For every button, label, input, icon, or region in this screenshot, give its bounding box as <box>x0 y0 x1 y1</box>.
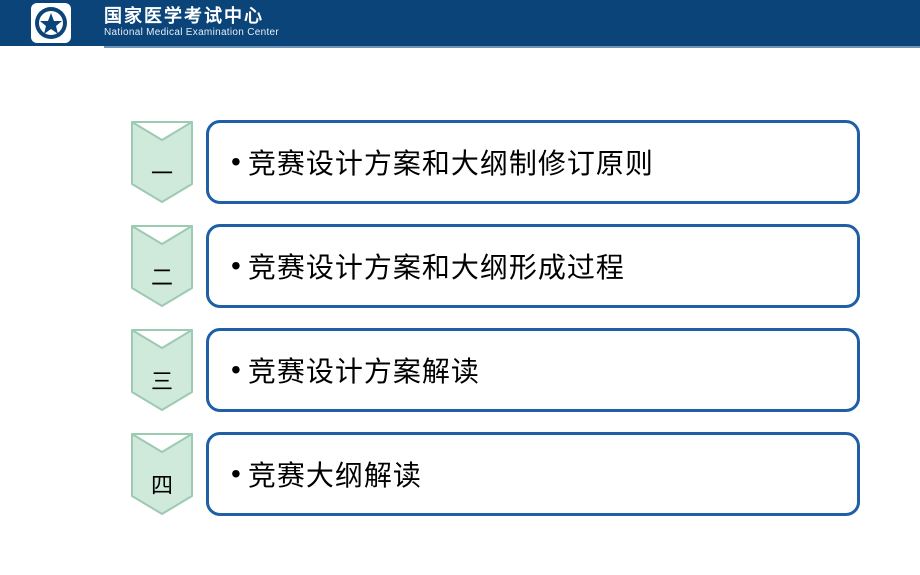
chevron-label-2: 二 <box>130 260 194 292</box>
item-text-3: 竞赛设计方案解读 <box>248 350 480 390</box>
list-item: 二 • 竞赛设计方案和大纲形成过程 <box>130 224 860 308</box>
textbox-2: • 竞赛设计方案和大纲形成过程 <box>206 224 860 308</box>
header-title-cn: 国家医学考试中心 <box>104 7 279 27</box>
bullet-icon: • <box>231 250 242 282</box>
chevron-2: 二 <box>130 224 194 308</box>
chevron-1: 一 <box>130 120 194 204</box>
header-title-en: National Medical Examination Center <box>104 26 279 39</box>
list-item: 三 • 竞赛设计方案解读 <box>130 328 860 412</box>
textbox-3: • 竞赛设计方案解读 <box>206 328 860 412</box>
chevron-4: 四 <box>130 432 194 516</box>
bullet-icon: • <box>231 354 242 386</box>
item-text-4: 竞赛大纲解读 <box>248 454 422 494</box>
chevron-label-1: 一 <box>130 156 194 188</box>
chevron-label-3: 三 <box>130 364 194 396</box>
outline-list: 一 • 竞赛设计方案和大纲制修订原则 二 • 竞赛设计方案和大纲形成过程 三 •… <box>130 120 860 536</box>
bullet-icon: • <box>231 146 242 178</box>
header-underline <box>104 46 920 48</box>
list-item: 四 • 竞赛大纲解读 <box>130 432 860 516</box>
item-text-2: 竞赛设计方案和大纲形成过程 <box>248 246 625 286</box>
item-text-1: 竞赛设计方案和大纲制修订原则 <box>248 142 654 182</box>
header-title-block: 国家医学考试中心 National Medical Examination Ce… <box>104 7 279 40</box>
list-item: 一 • 竞赛设计方案和大纲制修订原则 <box>130 120 860 204</box>
bullet-icon: • <box>231 458 242 490</box>
header-bar: 国家医学考试中心 National Medical Examination Ce… <box>0 0 920 46</box>
org-logo <box>30 2 72 44</box>
chevron-3: 三 <box>130 328 194 412</box>
chevron-label-4: 四 <box>130 468 194 500</box>
textbox-4: • 竞赛大纲解读 <box>206 432 860 516</box>
textbox-1: • 竞赛设计方案和大纲制修订原则 <box>206 120 860 204</box>
